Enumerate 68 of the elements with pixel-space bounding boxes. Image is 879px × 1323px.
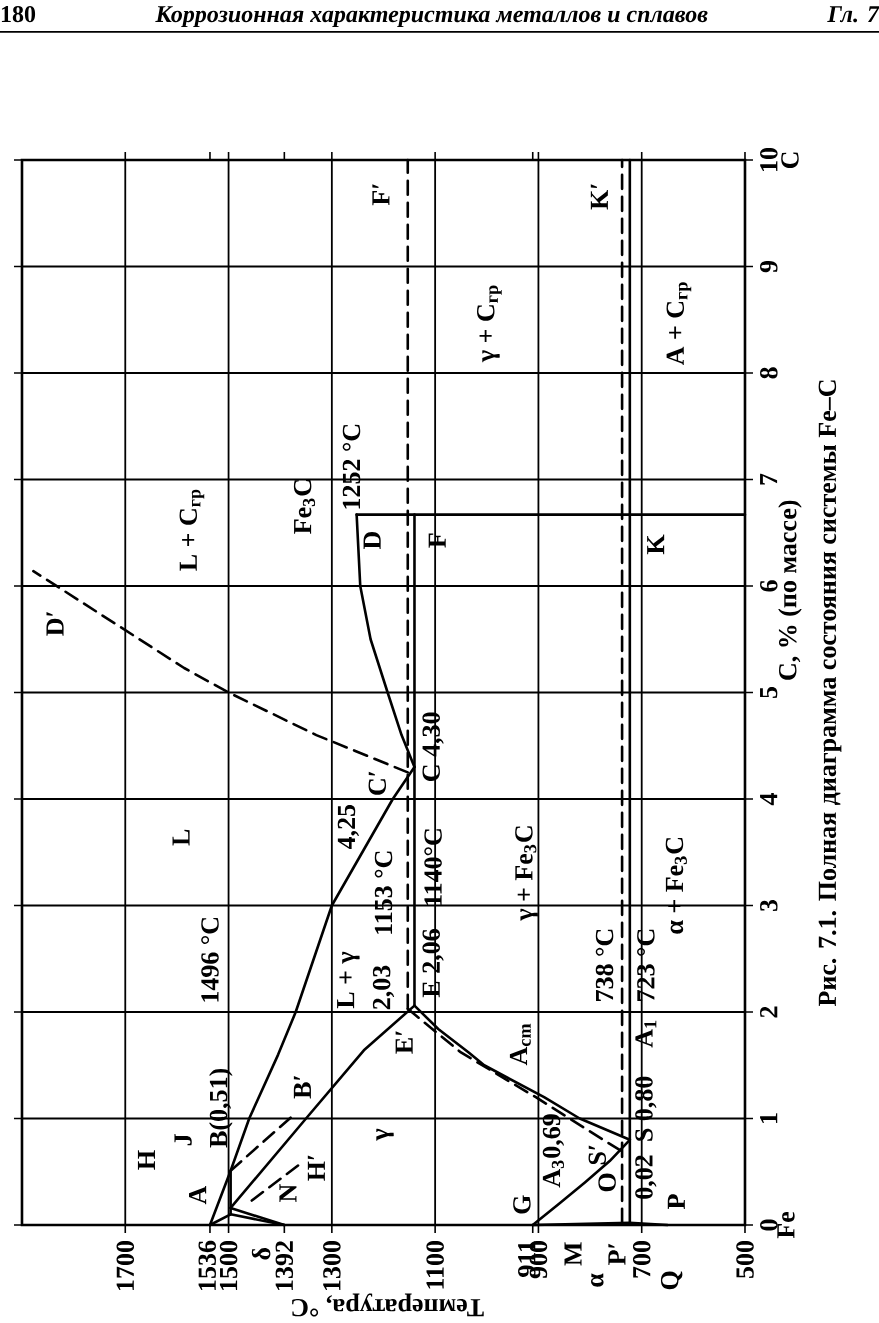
y-axis-title: C, % (по массе) <box>778 500 802 680</box>
annotation: A <box>189 1185 207 1205</box>
annotation: K′ <box>590 184 608 210</box>
y-tick-label: 4 <box>760 792 778 806</box>
annotation: N <box>279 1183 297 1202</box>
y-tick-label: 3 <box>760 899 778 912</box>
y-tick-label: 5 <box>760 686 778 698</box>
y-tick-label: 6 <box>760 580 778 592</box>
text: Гл. 7 <box>827 6 879 23</box>
annotation: 2,03 <box>372 965 395 1010</box>
text: Fe <box>777 1211 795 1239</box>
text: δ <box>251 1247 271 1260</box>
annotation: A$_{cm}$ <box>509 1023 531 1066</box>
annotation: A$_{3}$0,69 <box>542 1114 565 1188</box>
annotation: F′ <box>372 184 390 206</box>
x-axis-title: Температура, °C <box>292 1293 484 1317</box>
annotation: L + C$_{гр}$ <box>179 489 205 571</box>
text: Коррозионная характеристика металлов и сплавов <box>155 6 708 28</box>
annotation: B(0,51) <box>209 1068 233 1148</box>
annotation: γ + C$_{гр}$ <box>477 285 502 363</box>
y-tick-label: 0 <box>760 1219 778 1231</box>
annotation: K <box>647 534 665 555</box>
x-tick-label: 1700 <box>116 1241 135 1290</box>
x-tick-label: 1100 <box>426 1241 444 1289</box>
text: P′ <box>608 1243 626 1265</box>
text: 180 <box>1 6 36 23</box>
y-tick-label: 8 <box>760 367 778 379</box>
annotation: γ + Fe$_{3}$C <box>515 826 538 921</box>
annotation: 1140°C <box>424 829 442 905</box>
annotation: 1496 °C <box>201 917 219 1002</box>
y-tick-label: 2 <box>760 1006 778 1018</box>
annotation: O <box>598 1173 616 1192</box>
annotation: H <box>137 1150 155 1170</box>
annotation: C′ <box>368 771 387 795</box>
annotation: S′ <box>588 1145 607 1165</box>
y-tick-label: 1 <box>760 1113 778 1123</box>
annotation: 1252 °C <box>342 424 361 509</box>
annotation: A$_{1}$ <box>635 1020 657 1048</box>
annotation: 738 °C <box>595 929 614 1001</box>
x-tick-label: 1300 <box>323 1241 341 1290</box>
annotation: J <box>174 1134 192 1146</box>
annotation: D <box>363 532 381 550</box>
annotation: E′ <box>395 1031 413 1054</box>
annotation: H′ <box>307 1155 325 1181</box>
y-tick-label: 7 <box>760 473 778 485</box>
annotation: B′ <box>293 1075 311 1099</box>
x-tick-label: 1500 <box>219 1241 238 1290</box>
annotation: 4,25 <box>337 804 359 850</box>
x-tick-label: 1536 <box>198 1240 216 1290</box>
annotation: A + C$_{гр}$ <box>666 282 692 366</box>
y-tick-label: 9 <box>760 260 778 273</box>
annotation: G <box>513 1195 531 1214</box>
annotation: Fe$_{3}$C <box>293 479 316 534</box>
y-tick-label: 10 <box>760 147 778 171</box>
annotation: P <box>667 1194 685 1210</box>
text: Рис. 7.1. Полная диаграмма состояния системы Fe–C <box>818 380 842 1007</box>
annotation: γ <box>376 1128 394 1141</box>
x-tick-label: 700 <box>632 1241 651 1278</box>
annotation: L <box>172 829 190 846</box>
text: C <box>781 152 799 169</box>
x-tick-label: 1392 <box>275 1241 294 1290</box>
annotation: D′ <box>46 611 64 636</box>
text: α <box>591 1273 604 1287</box>
x-tick-label: 500 <box>736 1241 754 1279</box>
text: Q <box>660 1271 683 1290</box>
annotation: 1153 °C <box>374 851 393 934</box>
text: M <box>564 1242 582 1266</box>
annotation: L + γ <box>337 951 360 1009</box>
